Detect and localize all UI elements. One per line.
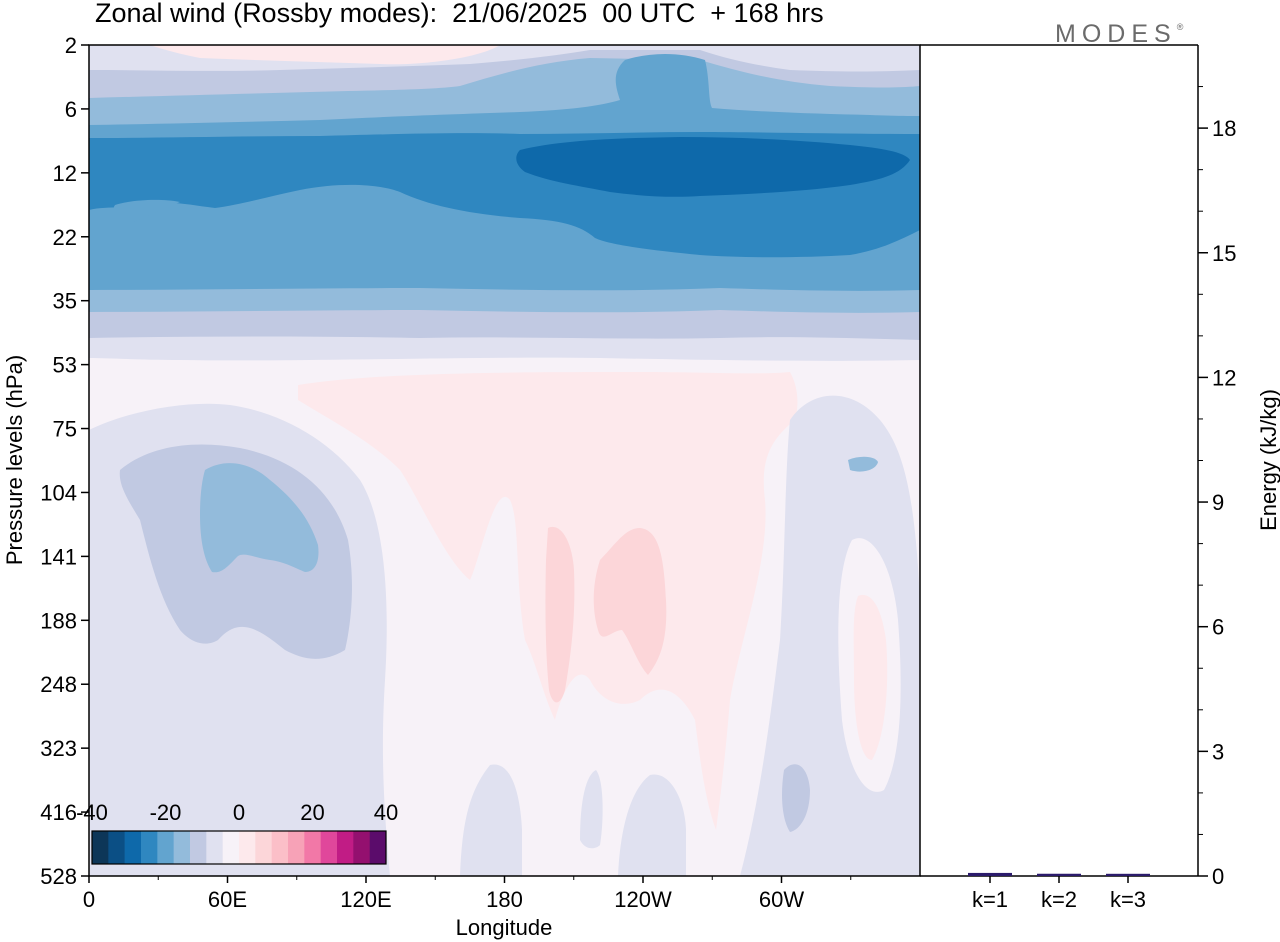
colorbar-tick-label: 40 (374, 800, 398, 825)
contour-jet-max (516, 137, 910, 197)
x-tick-label: 120E (340, 887, 391, 912)
colorbar-swatch (190, 831, 207, 864)
contour-bottom-1 (460, 764, 522, 876)
y-tick-label: 6 (65, 97, 77, 122)
x-tick-label: 120W (614, 887, 672, 912)
y-tick-label: 416 (40, 800, 77, 825)
brand-text: MODES (1055, 20, 1177, 48)
y-tick-label: 528 (40, 864, 77, 889)
brand-mark: ® (1176, 22, 1184, 32)
chart-title: Zonal wind (Rossby modes): 21/06/2025 00… (95, 0, 824, 28)
colorbar-swatch (222, 831, 240, 864)
colorbar-swatch (108, 831, 125, 864)
y-axis-label: Pressure levels (hPa) (2, 355, 27, 565)
energy-axis-label: Energy (kJ/kg) (1256, 389, 1280, 531)
x-tick-label: 60W (759, 887, 804, 912)
colorbar-swatch (304, 831, 321, 864)
contour-bottom-3 (618, 774, 686, 876)
x-axis-label: Longitude (456, 915, 553, 940)
energy-tick-label: 0 (1212, 864, 1224, 889)
x-tick-label: 0 (83, 887, 95, 912)
y-tick-label: 22 (53, 225, 77, 250)
colorbar-swatch (239, 831, 256, 864)
colorbar-swatch (206, 831, 223, 864)
energy-bar (968, 872, 1012, 876)
colorbar-swatch (92, 831, 109, 864)
colorbar-swatch (255, 831, 272, 864)
energy-bar (1037, 873, 1081, 876)
contour-bottom-2 (580, 770, 603, 849)
contour-positive-core-1 (545, 526, 575, 703)
colorbar-swatch (353, 831, 370, 864)
y-tick-label: 104 (40, 480, 77, 505)
energy-tick-label: 12 (1212, 365, 1236, 390)
contour-east-blob (848, 456, 878, 472)
energy-tick-label: 9 (1212, 490, 1224, 515)
bars-layer: k=1 k=2 k=3 (968, 872, 1150, 912)
colorbar-swatch (369, 831, 387, 864)
contour-east-positive-top (853, 594, 888, 760)
contour-jet-notch (113, 199, 180, 225)
energy-tick-label: 3 (1212, 739, 1224, 764)
energy-bar (1106, 873, 1150, 876)
colorbar-tick-label: -40 (76, 800, 108, 825)
energy-tick-label: 15 (1212, 241, 1236, 266)
energy-tick-label: 6 (1212, 615, 1224, 640)
modes-logo: MODES® (1055, 20, 1183, 49)
colorbar-frame (91, 830, 387, 865)
y-tick-label: 248 (40, 672, 77, 697)
bar-category-label: k=1 (972, 887, 1008, 912)
x-tick-label: 180 (486, 887, 523, 912)
y-tick-label: 2 (65, 33, 77, 58)
contour-bottom-east (782, 764, 810, 832)
y-tick-label: 53 (53, 353, 77, 378)
x-tick-label: 60E (208, 887, 247, 912)
colorbar-swatch (157, 831, 174, 864)
contour-positive-core-2 (593, 528, 667, 675)
bar-category-label: k=3 (1110, 887, 1146, 912)
y-tick-label: 75 (53, 417, 77, 442)
colorbar-swatch (271, 831, 289, 864)
contour-trop-negative-core (200, 463, 319, 573)
y-tick-label: 12 (53, 161, 77, 186)
y-tick-label: 141 (40, 544, 77, 569)
energy-tick-label: 18 (1212, 116, 1236, 141)
colorbar-tick-label: 20 (300, 800, 324, 825)
heatmap-field (89, 45, 920, 876)
colorbar-swatch (337, 831, 354, 864)
colorbar-tick-label: 0 (233, 800, 245, 825)
colorbar-swatch (320, 831, 338, 864)
colorbar-swatch (173, 831, 191, 864)
colorbar-swatch (124, 831, 142, 864)
y-tick-label: 323 (40, 736, 77, 761)
colorbar-swatch (288, 831, 305, 864)
y-tick-label: 35 (53, 289, 77, 314)
bar-category-label: k=2 (1041, 887, 1077, 912)
y-tick-label: 188 (40, 608, 77, 633)
contour-top-positive (150, 45, 500, 65)
colorbar-swatch (141, 831, 158, 864)
colorbar-tick-label: -20 (150, 800, 182, 825)
colorbar: -40 -20 0 20 40 (76, 800, 398, 865)
